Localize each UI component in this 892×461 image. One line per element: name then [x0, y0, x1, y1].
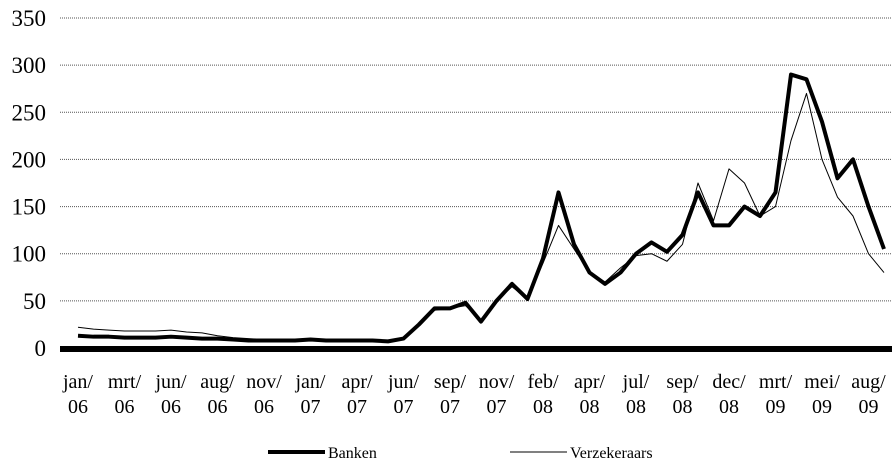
x-tick-label: mei/09 [804, 371, 840, 418]
x-tick-label: apr/08 [574, 371, 606, 418]
x-tick-label: sep/08 [666, 371, 699, 418]
x-tick-label: apr/07 [341, 371, 373, 418]
x-tick-label: mrt/06 [108, 371, 142, 418]
legend-label: Banken [328, 445, 377, 461]
legend-label: Verzekeraars [570, 445, 653, 461]
x-tick-label: jul/08 [622, 371, 650, 418]
x-axis [60, 346, 892, 352]
y-tick-label: 100 [12, 242, 47, 267]
x-tick-label: sep/07 [434, 371, 467, 418]
series-line [77, 72, 886, 344]
y-tick-label: 0 [35, 336, 47, 361]
x-tick-label: mrt/09 [759, 371, 793, 418]
x-tick-label: jun/07 [387, 371, 420, 418]
x-tick-label: jan/06 [62, 371, 93, 418]
x-tick-label: nov/06 [246, 371, 282, 418]
x-tick-label: jan/07 [295, 371, 326, 418]
y-tick-label: 200 [12, 147, 47, 172]
x-tick-label: aug/09 [851, 371, 886, 418]
x-tick-label: feb/08 [527, 371, 559, 418]
y-tick-label: 250 [12, 100, 47, 125]
y-tick-label: 50 [23, 289, 46, 314]
series-line [77, 92, 885, 342]
y-tick-label: 150 [12, 195, 47, 220]
x-tick-label: jun/06 [154, 371, 187, 418]
x-tick-label: aug/06 [200, 371, 235, 418]
y-tick-label: 300 [12, 53, 47, 78]
x-tick-label: nov/07 [479, 371, 515, 418]
y-tick-label: 350 [12, 6, 47, 31]
x-tick-label: dec/08 [712, 371, 746, 418]
